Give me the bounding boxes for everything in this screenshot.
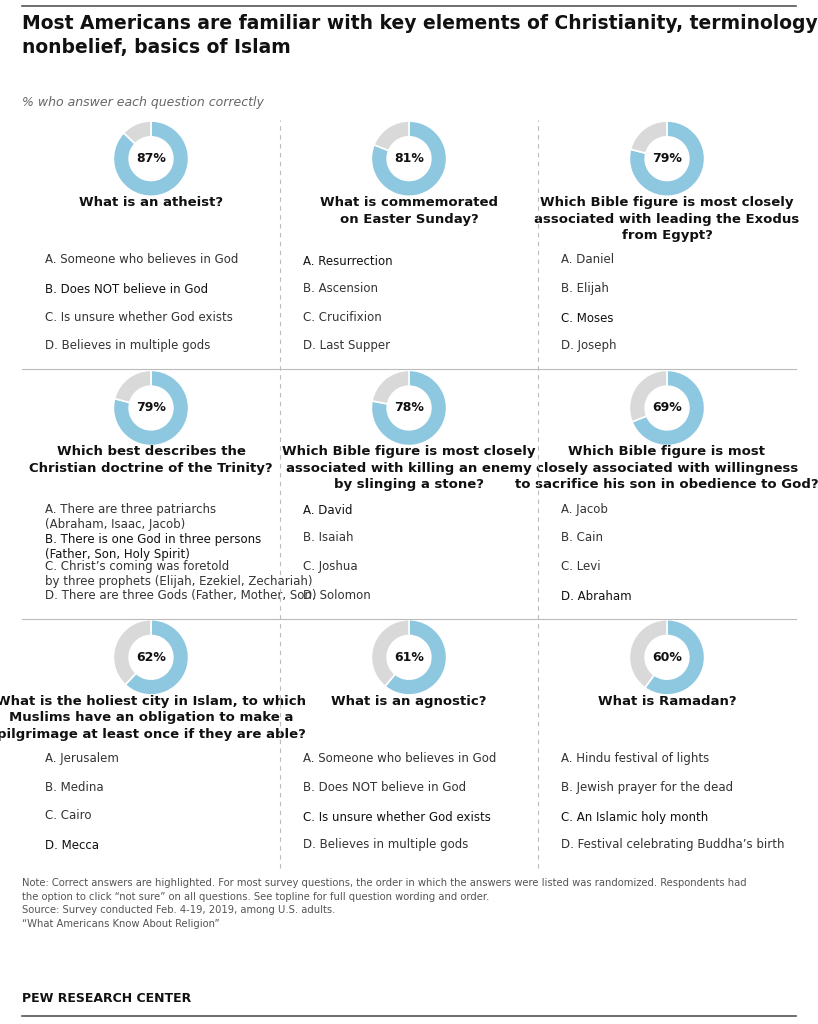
Text: A. There are three patriarchs
(Abraham, Isaac, Jacob): A. There are three patriarchs (Abraham, …	[45, 503, 216, 530]
Text: A. Jerusalem: A. Jerusalem	[45, 752, 119, 765]
Text: A. Someone who believes in God: A. Someone who believes in God	[45, 253, 239, 266]
Text: C. Cairo: C. Cairo	[45, 809, 92, 822]
Text: D. Believes in multiple gods: D. Believes in multiple gods	[303, 838, 469, 851]
Text: 79%: 79%	[136, 401, 166, 415]
Text: C. Is unsure whether God exists: C. Is unsure whether God exists	[303, 811, 491, 823]
Text: What is Ramadan?: What is Ramadan?	[598, 694, 736, 708]
Text: What is an agnostic?: What is an agnostic?	[331, 694, 487, 708]
Wedge shape	[645, 620, 704, 695]
Wedge shape	[385, 620, 447, 695]
Text: B. Isaiah: B. Isaiah	[303, 531, 353, 545]
Text: 62%: 62%	[136, 651, 166, 664]
Text: 79%: 79%	[652, 153, 682, 165]
Wedge shape	[372, 371, 409, 403]
Wedge shape	[125, 620, 189, 695]
Wedge shape	[114, 371, 189, 445]
Wedge shape	[114, 620, 151, 685]
Text: C. Moses: C. Moses	[561, 312, 614, 325]
Text: A. Hindu festival of lights: A. Hindu festival of lights	[561, 752, 709, 765]
Text: B. Does NOT believe in God: B. Does NOT believe in God	[45, 284, 209, 296]
Text: What is an atheist?: What is an atheist?	[79, 196, 223, 209]
Text: D. Solomon: D. Solomon	[303, 589, 371, 602]
Text: 69%: 69%	[652, 401, 682, 415]
Text: 87%: 87%	[136, 153, 166, 165]
Text: 61%: 61%	[394, 651, 424, 664]
Text: D. Last Supper: D. Last Supper	[303, 339, 390, 352]
Text: B. Elijah: B. Elijah	[561, 282, 609, 295]
Text: B. There is one God in three persons
(Father, Son, Holy Spirit): B. There is one God in three persons (Fa…	[45, 532, 262, 561]
Wedge shape	[629, 121, 704, 197]
Text: B. Ascension: B. Ascension	[303, 282, 378, 295]
Wedge shape	[124, 121, 151, 143]
Text: What is commemorated
on Easter Sunday?: What is commemorated on Easter Sunday?	[320, 196, 498, 225]
Text: D. Joseph: D. Joseph	[561, 339, 617, 352]
Wedge shape	[629, 620, 667, 688]
Text: C. Levi: C. Levi	[561, 560, 601, 573]
Wedge shape	[371, 121, 447, 197]
Text: PEW RESEARCH CENTER: PEW RESEARCH CENTER	[22, 992, 191, 1005]
Text: Which Bible figure is most
closely associated with willingness
to sacrifice his : Which Bible figure is most closely assoc…	[515, 445, 818, 492]
Wedge shape	[631, 121, 667, 154]
Text: C. Joshua: C. Joshua	[303, 560, 357, 573]
Text: D. Abraham: D. Abraham	[561, 590, 631, 603]
Text: Which Bible figure is most closely
associated with leading the Exodus
from Egypt: Which Bible figure is most closely assoc…	[534, 196, 800, 242]
Text: B. Jewish prayer for the dead: B. Jewish prayer for the dead	[561, 780, 734, 794]
Text: 81%: 81%	[394, 153, 424, 165]
Text: What is the holiest city in Islam, to which
Muslims have an obligation to make a: What is the holiest city in Islam, to wh…	[0, 694, 306, 740]
Wedge shape	[374, 121, 409, 151]
Wedge shape	[371, 371, 447, 445]
Text: D. Mecca: D. Mecca	[45, 840, 99, 852]
Text: 60%: 60%	[652, 651, 682, 664]
Text: A. Daniel: A. Daniel	[561, 253, 614, 266]
Wedge shape	[114, 121, 189, 197]
Text: B. Does NOT believe in God: B. Does NOT believe in God	[303, 780, 466, 794]
Text: D. There are three Gods (Father, Mother, Son): D. There are three Gods (Father, Mother,…	[45, 589, 317, 602]
Wedge shape	[371, 620, 409, 686]
Text: C. Christ’s coming was foretold
by three prophets (Elijah, Ezekiel, Zechariah): C. Christ’s coming was foretold by three…	[45, 560, 312, 588]
Text: A. Jacob: A. Jacob	[561, 503, 608, 516]
Text: A. Someone who believes in God: A. Someone who believes in God	[303, 752, 497, 765]
Text: Note: Correct answers are highlighted. For most survey questions, the order in w: Note: Correct answers are highlighted. F…	[22, 878, 747, 929]
Text: A. David: A. David	[303, 504, 353, 517]
Wedge shape	[632, 371, 704, 445]
Text: D. Believes in multiple gods: D. Believes in multiple gods	[45, 339, 210, 352]
Text: Which Bible figure is most closely
associated with killing an enemy
by slinging : Which Bible figure is most closely assoc…	[282, 445, 536, 492]
Text: C. Crucifixion: C. Crucifixion	[303, 310, 382, 324]
Text: D. Festival celebrating Buddha’s birth: D. Festival celebrating Buddha’s birth	[561, 838, 784, 851]
Text: 78%: 78%	[394, 401, 424, 415]
Text: B. Medina: B. Medina	[45, 780, 104, 794]
Text: B. Cain: B. Cain	[561, 531, 603, 545]
Text: C. Is unsure whether God exists: C. Is unsure whether God exists	[45, 310, 233, 324]
Text: % who answer each question correctly: % who answer each question correctly	[22, 96, 264, 109]
Text: C. An Islamic holy month: C. An Islamic holy month	[561, 811, 708, 823]
Text: A. Resurrection: A. Resurrection	[303, 255, 393, 267]
Text: Which best describes the
Christian doctrine of the Trinity?: Which best describes the Christian doctr…	[29, 445, 273, 475]
Text: Most Americans are familiar with key elements of Christianity, terminology of
no: Most Americans are familiar with key ele…	[22, 14, 818, 56]
Wedge shape	[629, 371, 667, 422]
Wedge shape	[115, 371, 151, 402]
